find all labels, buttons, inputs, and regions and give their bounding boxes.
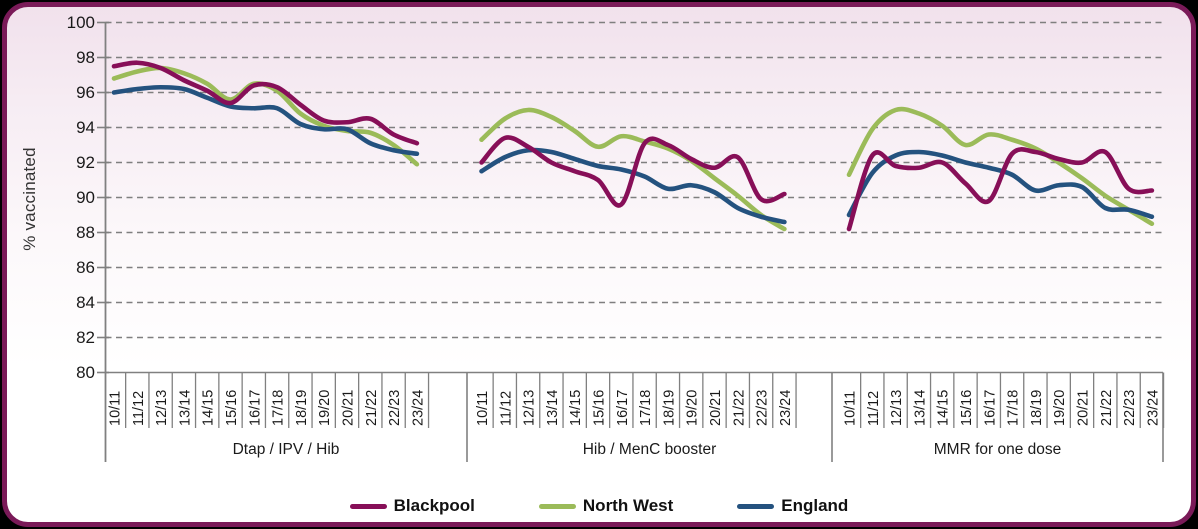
legend-line-swatch-blackpool xyxy=(349,503,387,509)
x-tick-label: 21/22 xyxy=(731,390,747,426)
line-england-panel-1 xyxy=(111,84,420,157)
x-tick-label: 12/13 xyxy=(522,390,538,426)
legend-label-blackpool: Blackpool xyxy=(393,496,475,515)
y-tick-label: 84 xyxy=(76,293,95,312)
x-tick-label: 16/17 xyxy=(615,390,631,426)
x-tick-label: 16/17 xyxy=(982,390,998,426)
x-tick-label: 11/12 xyxy=(866,391,882,426)
legend-line-swatch-england xyxy=(737,503,775,509)
x-axis-panel-hib-menc-booster: 10/11 11/12 12/13 13/14 14/15 15/16 16/17 17/18… xyxy=(475,372,797,428)
x-tick-label: 23/24 xyxy=(410,390,426,426)
y-tick-label: 100 xyxy=(67,13,95,32)
x-tick-label: 18/19 xyxy=(661,390,677,426)
x-tick-label: 20/21 xyxy=(708,390,724,426)
x-tick-label: 12/13 xyxy=(154,390,170,426)
line-north-west-panel-3 xyxy=(846,106,1155,227)
legend-item-blackpool: Blackpool xyxy=(349,496,475,516)
gridlines xyxy=(105,21,1163,339)
x-axis-panel-dtap-ipv-hib: 10/11 11/12 12/13 13/14 14/15 15/16 16/17 17/18… xyxy=(108,372,430,428)
x-tick-label: 22/23 xyxy=(1122,390,1138,426)
line-blackpool-panel-3 xyxy=(846,147,1155,232)
y-tick-label: 80 xyxy=(76,363,95,382)
legend-line-swatch-north-west xyxy=(538,503,576,509)
x-tick-label: 19/20 xyxy=(317,390,333,426)
y-tick-label: 86 xyxy=(76,258,95,277)
x-tick-label: 19/20 xyxy=(685,390,701,426)
x-tick-label: 20/21 xyxy=(1076,390,1092,426)
x-tick-label: 18/19 xyxy=(294,390,310,426)
legend-item-england: England xyxy=(737,496,848,516)
line-north-west-panel-2 xyxy=(479,107,787,232)
x-tick-label: 23/24 xyxy=(1145,390,1161,426)
x-tick-label: 11/12 xyxy=(131,391,147,426)
x-tick-label: 16/17 xyxy=(247,390,263,426)
x-axis-group-label-mmr-one-dose: MMR for one dose xyxy=(933,441,1062,458)
x-tick-label: 15/16 xyxy=(959,390,975,426)
y-tick-label: 98 xyxy=(76,48,95,67)
legend-label-north-west: North West xyxy=(582,496,674,515)
legend-item-north-west: North West xyxy=(538,496,674,516)
x-tick-label: 22/23 xyxy=(387,390,403,426)
line-blackpool-panel-1 xyxy=(111,60,420,146)
x-tick-label: 11/12 xyxy=(498,391,514,426)
x-tick-label: 13/14 xyxy=(177,390,193,426)
x-tick-label: 15/16 xyxy=(592,390,608,426)
x-tick-label: 14/15 xyxy=(936,390,952,426)
line-blackpool-panel-2 xyxy=(479,135,787,208)
x-tick-label: 10/11 xyxy=(475,391,491,426)
legend-label-england: England xyxy=(781,496,849,515)
x-tick-label: 19/20 xyxy=(1052,390,1068,426)
x-tick-label: 18/19 xyxy=(1029,390,1045,426)
legend: Blackpool North West England xyxy=(0,493,1198,519)
y-tick-label: 88 xyxy=(76,223,95,242)
y-tick-label: 82 xyxy=(76,328,95,347)
x-tick-label: 22/23 xyxy=(755,390,771,426)
x-tick-label: 14/15 xyxy=(568,390,584,426)
x-tick-label: 12/13 xyxy=(889,390,905,426)
x-tick-label: 21/22 xyxy=(1099,390,1115,426)
line-england-panel-3 xyxy=(846,149,1155,220)
y-tick-label: 92 xyxy=(76,153,95,172)
x-tick-label: 17/18 xyxy=(1006,390,1022,426)
x-tick-label: 21/22 xyxy=(364,390,380,426)
x-tick-label: 10/11 xyxy=(108,391,124,426)
y-tick-label: 94 xyxy=(76,118,95,137)
x-axis-group-label-dtap-ipv-hib: Dtap / IPV / Hib xyxy=(232,441,340,458)
x-tick-label: 23/24 xyxy=(778,390,794,426)
y-tick-label: 90 xyxy=(76,188,95,207)
y-tick-label: 96 xyxy=(76,83,95,102)
y-axis-title: % vaccinated xyxy=(20,147,39,251)
x-tick-label: 13/14 xyxy=(545,390,561,426)
x-axis-group-label-hib-menc-booster: Hib / MenC booster xyxy=(582,441,717,458)
y-axis-ticks: 100 98 96 94 92 90 88 86 84 82 80 xyxy=(67,13,109,382)
x-axis-panel-mmr-for-one-dose: 10/11 11/12 12/13 13/14 14/15 15/16 16/17 17/18… xyxy=(843,372,1165,428)
x-tick-label: 14/15 xyxy=(201,390,217,426)
x-tick-label: 17/18 xyxy=(638,390,654,426)
x-tick-label: 15/16 xyxy=(224,390,240,426)
x-tick-label: 10/11 xyxy=(843,391,859,426)
x-tick-label: 20/21 xyxy=(341,390,357,426)
x-tick-label: 17/18 xyxy=(271,390,287,426)
x-tick-label: 13/14 xyxy=(912,390,928,426)
